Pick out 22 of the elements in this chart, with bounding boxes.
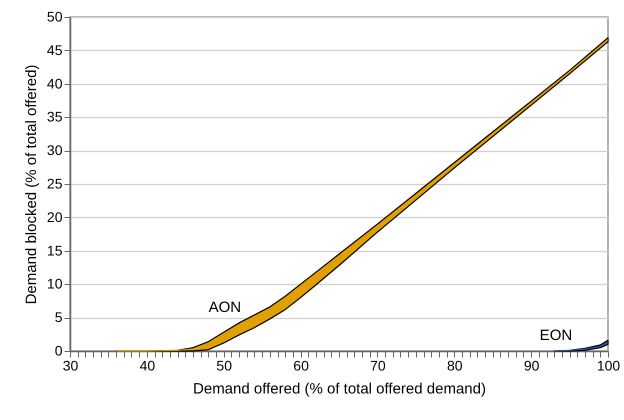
x-axis-title: Demand offered (% of total offered demand) bbox=[193, 380, 486, 398]
y-tick-label: 5 bbox=[54, 309, 63, 326]
y-tick-label: 45 bbox=[46, 42, 63, 58]
x-tick-label: 70 bbox=[370, 358, 386, 374]
series-label: EON bbox=[540, 327, 572, 344]
y-axis-title: Demand blocked (% of total offered) bbox=[22, 64, 40, 304]
y-tick-label: 50 bbox=[46, 8, 63, 24]
y-tick-label: 20 bbox=[46, 208, 63, 225]
y-tick-label: 10 bbox=[46, 276, 63, 292]
y-tick-label: 25 bbox=[46, 176, 63, 192]
x-tick-label: 100 bbox=[596, 358, 620, 374]
series-label: AON bbox=[208, 298, 242, 316]
y-tick-label: 40 bbox=[46, 75, 63, 92]
y-tick-label: 15 bbox=[46, 242, 63, 258]
y-tick-label: 35 bbox=[46, 108, 63, 125]
x-tick-label: 80 bbox=[446, 358, 463, 374]
x-tick-label: 90 bbox=[524, 358, 540, 374]
x-tick-label: 50 bbox=[216, 358, 232, 374]
x-tick-label: 60 bbox=[293, 358, 310, 374]
x-tick-label: 40 bbox=[140, 358, 156, 374]
y-tick-label: 0 bbox=[54, 342, 63, 358]
y-tick-label: 30 bbox=[46, 142, 63, 158]
